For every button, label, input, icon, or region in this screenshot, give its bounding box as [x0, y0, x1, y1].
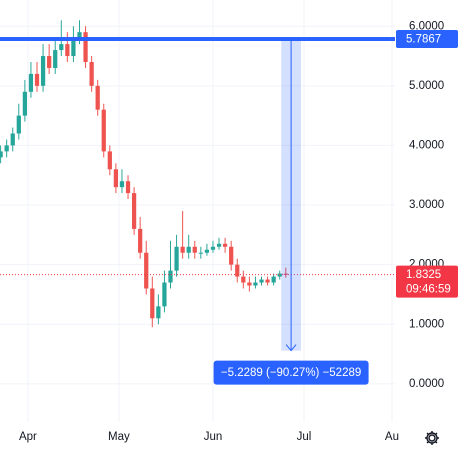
candle-body [259, 279, 264, 283]
measure-arrowhead [285, 344, 297, 352]
candle-body [4, 145, 9, 152]
candle-body [125, 181, 131, 194]
candle-body [241, 276, 246, 283]
candle-body [144, 252, 149, 289]
settings-icon-teeth [425, 431, 439, 445]
plot-area [0, 20, 395, 352]
settings-icon-ring [426, 432, 438, 444]
current-price-label-box [396, 265, 458, 298]
candle-body [101, 109, 106, 152]
candle-body [216, 243, 222, 247]
y-tick-label: 3.0000 [409, 199, 444, 211]
candle-body [210, 246, 216, 250]
countdown-label: 09:46:59 [406, 284, 451, 296]
current-price-label: 1.8325 [406, 269, 441, 281]
measure-label: −5.2289 (−90.27%) −52289 [221, 367, 361, 379]
candle-body [89, 61, 94, 86]
candle-body [204, 249, 210, 253]
candle-body [131, 193, 137, 229]
candle-body [119, 181, 125, 188]
y-tick-label: 4.0000 [409, 139, 444, 151]
x-tick-label: May [108, 431, 130, 443]
candle-body [229, 246, 234, 265]
candle-body [107, 151, 112, 170]
settings-icon-center [428, 434, 436, 442]
candle-body [186, 246, 191, 253]
candle-body [71, 38, 76, 57]
candle-body [247, 282, 252, 286]
horizontal-line-label-box [396, 29, 458, 48]
candle-body [59, 44, 64, 51]
candle-body [28, 73, 34, 92]
candle-body [83, 32, 88, 62]
candle-body [271, 276, 276, 283]
y-tick-label: 0.0000 [409, 378, 444, 390]
y-tick-label: 6.0000 [409, 20, 444, 32]
candle-body [53, 50, 58, 68]
candle-body [162, 282, 167, 307]
candle-body [10, 133, 15, 146]
candle-body [34, 73, 40, 86]
candle-body [47, 56, 52, 68]
candle-body [65, 44, 70, 57]
settings-icon[interactable] [425, 431, 439, 445]
measure-label-box [213, 360, 369, 385]
candle-body [95, 85, 100, 110]
grid [0, 0, 395, 422]
candle-body [180, 246, 185, 253]
candle-body [156, 306, 161, 319]
candle-body [174, 246, 179, 271]
candle-body [198, 252, 203, 254]
candle-body [222, 243, 228, 247]
y-tick-label: 1.0000 [409, 318, 444, 330]
candle-body [265, 279, 270, 283]
candle-body [0, 151, 3, 158]
y-tick-label: 5.0000 [409, 80, 444, 92]
candle-body [253, 282, 258, 286]
candle-body [235, 264, 240, 277]
candle-body [113, 169, 119, 188]
candle-body [40, 56, 46, 86]
candle-body [22, 91, 28, 116]
x-tick-label: Jul [297, 431, 312, 443]
candle-body [138, 228, 143, 253]
x-tick-label: Jun [204, 431, 223, 443]
candle-body [192, 246, 197, 253]
horizontal-line-label: 5.7867 [406, 33, 441, 45]
x-tick-label: Au [385, 431, 399, 443]
candle-body [150, 288, 155, 319]
x-tick-label: Apr [19, 431, 37, 443]
candle-body [168, 270, 173, 283]
candle-body [77, 32, 82, 39]
candle-body [16, 115, 21, 134]
